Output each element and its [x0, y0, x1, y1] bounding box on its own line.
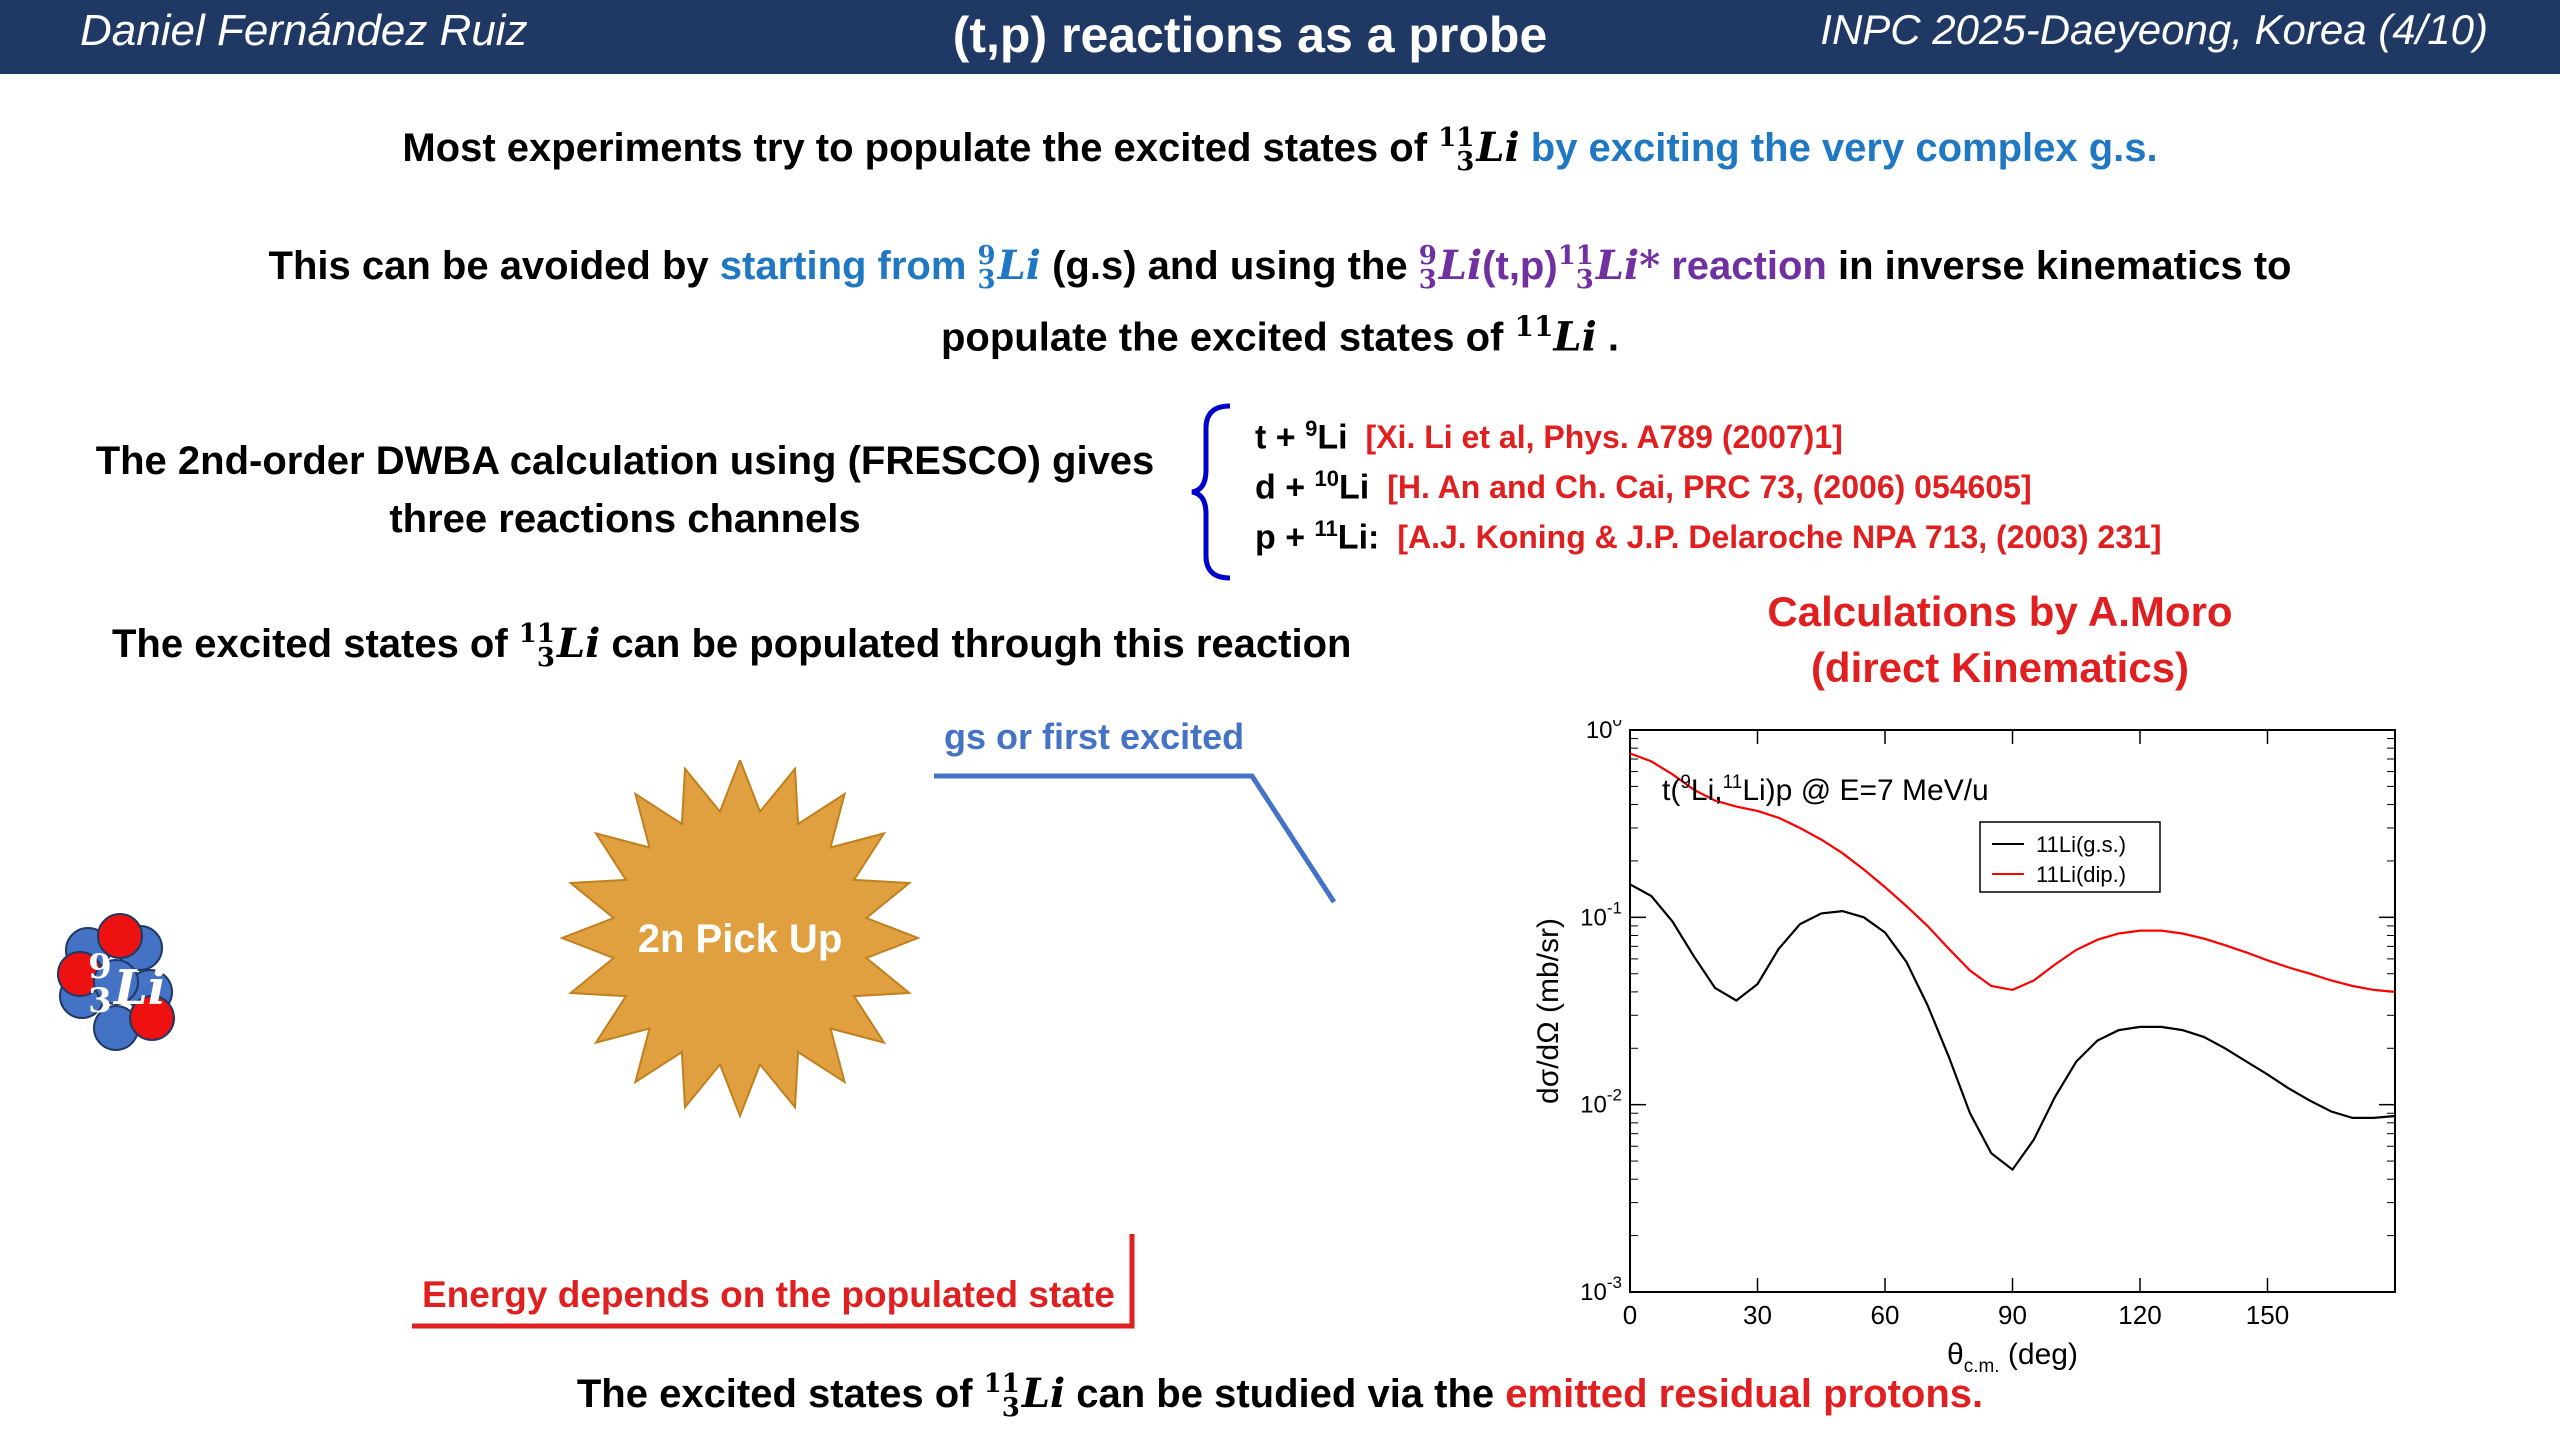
- dwba-statement: The 2nd-order DWBA calculation using (FR…: [90, 432, 1160, 548]
- slide-header: Daniel Fernández Ruiz (t,p) reactions as…: [0, 0, 2560, 74]
- y-tick-label: 10-2: [1580, 1086, 1622, 1119]
- channel-item: d + 10Li [H. An and Ch. Cai, PRC 73, (200…: [1255, 466, 2032, 507]
- reference: [A.J. Koning & J.P. Delaroche NPA 713, (…: [1397, 519, 2162, 556]
- plot-frame: [1629, 729, 2396, 1293]
- dwba-line: The 2nd-order DWBA calculation using (FR…: [95, 439, 1155, 483]
- svg-text:Li: Li: [112, 960, 166, 1016]
- legend-box: [1979, 821, 2161, 893]
- chart-title: t(9Li,11Li)p @ E=7 MeV/u: [1662, 772, 1989, 807]
- statement-bottom: The excited states of 11 3 Li can be studi…: [576, 1369, 1984, 1424]
- cross-section-chart: 0 30 60 90 120 150 100 10-1 10-2 10-3 t(9Li,11Li)p…: [1500, 711, 2500, 1380]
- author-name: Daniel Fernández Ruiz: [80, 6, 528, 55]
- statement-populated: The excited states of 11 3 Li can be popul…: [112, 619, 1352, 674]
- statement-highlight: starting from 9 3 Li: [719, 241, 1041, 296]
- x-tick-label: 150: [2246, 1300, 2289, 1330]
- statement-text: in inverse kinematics to: [1826, 244, 2292, 288]
- series-line: [1629, 883, 2396, 1172]
- reference: [Xi. Li et al, Phys. A789 (2007)1]: [1365, 419, 1843, 456]
- y-tick-label: 10-3: [1580, 1273, 1622, 1306]
- statement-text: This can be avoided by: [268, 244, 720, 288]
- calc-credit-line: (direct Kinematics): [1810, 644, 2190, 691]
- gs-label: gs or first excited: [944, 716, 1245, 757]
- energy-bracket: [412, 1234, 1135, 1329]
- statement-highlight: by exciting the very complex g.s.: [1519, 126, 2158, 170]
- pickup-star: 2n Pick Up: [560, 760, 920, 1119]
- svg-text:3: 3: [88, 981, 112, 1021]
- y-tick-label: 100: [1586, 720, 1622, 744]
- statement-highlight: emitted residual protons.: [1505, 1372, 1984, 1416]
- legend-label: 11Li(dip.): [2036, 862, 2126, 887]
- statement-text: Most experiments try to populate the exc…: [402, 126, 1439, 170]
- calc-credit-line: Calculations by A.Moro: [1767, 588, 2233, 635]
- channel-item: p + 11Li: [A.J. Koning & J.P. Delaroche N…: [1255, 516, 2162, 557]
- nucleus-icon: 9 3 Li: [57, 913, 175, 1051]
- x-tick-label: 90: [1998, 1300, 2027, 1330]
- conference-info: INPC 2025-Daeyeong, Korea (4/10): [1820, 6, 2488, 53]
- statement-text: (g.s) and using the: [1040, 244, 1419, 288]
- channel-item: t + 9Li [Xi. Li et al, Phys. A789 (2007)1…: [1255, 416, 1843, 457]
- y-axis-label: dσ/dΩ (mb/sr): [1532, 918, 1565, 1104]
- statement-avoid-cont: populate the excited states of 11Li .: [941, 310, 1619, 361]
- slide-title: (t,p) reactions as a probe: [952, 7, 1548, 63]
- legend-label: 11Li(g.s.): [2036, 832, 2126, 857]
- x-tick-label: 120: [2118, 1300, 2161, 1330]
- x-tick-label: 60: [1871, 1300, 1900, 1330]
- calc-credit: Calculations by A.Moro (direct Kinematic…: [1700, 584, 2300, 696]
- x-tick-label: 0: [1623, 1300, 1637, 1330]
- x-tick-label: 30: [1743, 1300, 1772, 1330]
- isotope-indices: 11 3: [1438, 123, 1475, 178]
- curly-brace: [1191, 403, 1231, 581]
- star-label: 2n Pick Up: [638, 917, 843, 961]
- y-tick-label: 10-1: [1580, 898, 1622, 931]
- reaction-notation: 9 3 Li(t,p) 11 3 Li* reaction: [1418, 241, 1827, 296]
- x-axis-label: θc.m. (deg): [1947, 1338, 2078, 1377]
- energy-label: Energy depends on the populated state: [422, 1274, 1115, 1315]
- reference: [H. An and Ch. Cai, PRC 73, (2006) 05460…: [1387, 469, 2032, 506]
- gs-level-line: [934, 773, 1337, 904]
- isotope-symbol: Li: [1476, 124, 1520, 171]
- svg-text:9: 9: [88, 947, 112, 987]
- series-line: [1629, 752, 2396, 993]
- statement-experiments: Most experiments try to populate the exc…: [0, 123, 2560, 178]
- chart-svg: 0 30 60 90 120 150 100 10-1 10-2 10-3 t(9Li,11Li)p…: [1532, 711, 2396, 1377]
- dwba-line: three reactions channels: [389, 497, 861, 541]
